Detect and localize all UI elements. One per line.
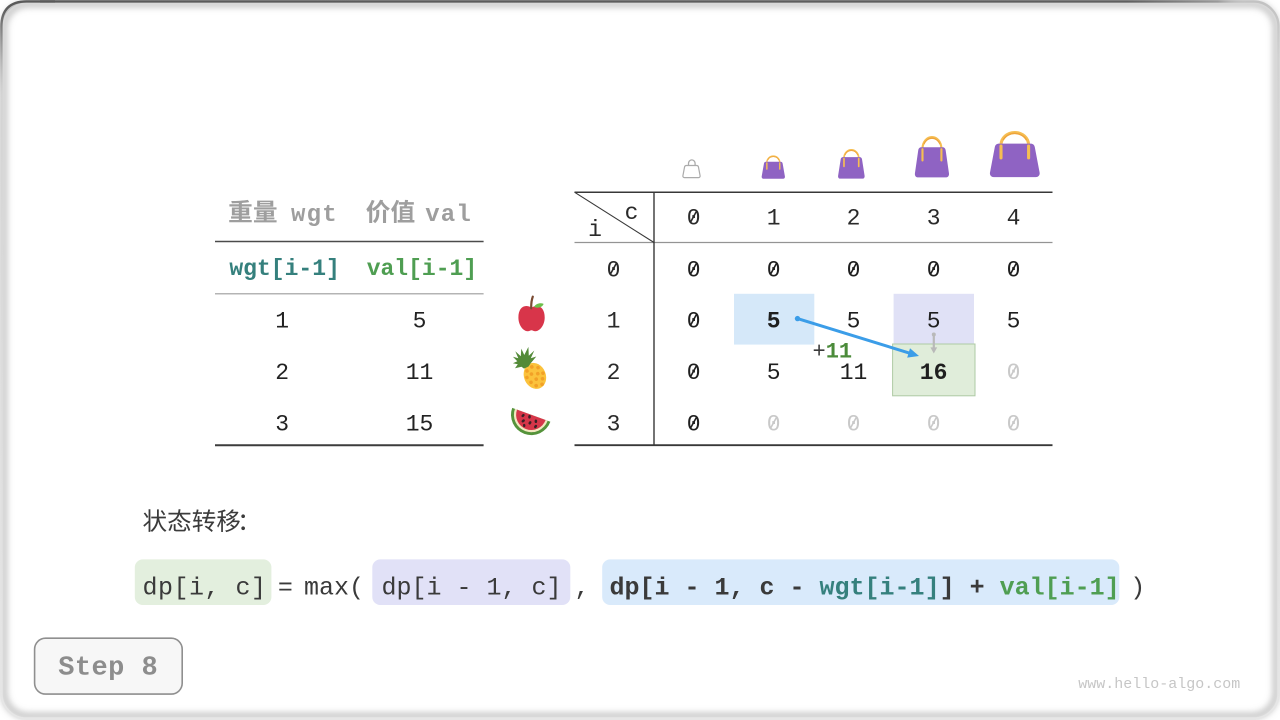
svg-text:2: 2 [607, 360, 621, 386]
svg-text:val[i-1]: val[i-1] [367, 256, 477, 282]
svg-text:2: 2 [847, 206, 861, 232]
svg-text:4: 4 [1007, 206, 1021, 232]
svg-text:3: 3 [927, 206, 941, 232]
svg-text:1: 1 [275, 309, 289, 335]
svg-text:5: 5 [413, 309, 427, 335]
svg-text:0: 0 [687, 206, 701, 232]
svg-text:0: 0 [687, 309, 701, 335]
svg-text:0: 0 [1007, 257, 1021, 283]
svg-text:dp[i - 1, c - wgt[i-1]] + val[: dp[i - 1, c - wgt[i-1]] + val[i-1] [610, 574, 1120, 603]
svg-text:wgt[i-1]: wgt[i-1] [229, 256, 339, 282]
svg-text:15: 15 [406, 411, 434, 437]
svg-text:www.hello-algo.com: www.hello-algo.com [1078, 676, 1240, 693]
svg-text:16: 16 [920, 360, 948, 386]
svg-text:Step 8: Step 8 [58, 653, 158, 683]
svg-text:5: 5 [767, 309, 781, 335]
svg-text:dp[i, c]: dp[i, c] [143, 574, 267, 603]
svg-text:5: 5 [1007, 309, 1021, 335]
svg-text:5: 5 [927, 309, 941, 335]
svg-text:5: 5 [847, 309, 861, 335]
svg-text:max(: max( [304, 574, 364, 603]
svg-text:0: 0 [847, 257, 861, 283]
svg-text:0: 0 [847, 411, 861, 437]
svg-text:0: 0 [607, 257, 621, 283]
svg-text:11: 11 [840, 360, 868, 386]
svg-text:+11: +11 [813, 340, 853, 365]
svg-text:3: 3 [275, 411, 289, 437]
svg-text:val: val [425, 202, 472, 229]
svg-text:0: 0 [687, 411, 701, 437]
svg-text:,: , [574, 574, 589, 603]
svg-text:0: 0 [927, 257, 941, 283]
svg-text:2: 2 [275, 360, 289, 386]
svg-text:=: = [278, 574, 293, 603]
svg-text:5: 5 [767, 360, 781, 386]
svg-text:): ) [1130, 574, 1145, 603]
svg-text:11: 11 [406, 360, 434, 386]
svg-text:0: 0 [767, 411, 781, 437]
svg-text:c: c [625, 200, 639, 226]
svg-text:0: 0 [927, 411, 941, 437]
svg-text:0: 0 [1007, 360, 1021, 386]
svg-text:0: 0 [687, 360, 701, 386]
svg-text:1: 1 [607, 309, 621, 335]
svg-text:0: 0 [767, 257, 781, 283]
svg-text:0: 0 [687, 257, 701, 283]
svg-text:0: 0 [1007, 411, 1021, 437]
svg-text:dp[i - 1, c]: dp[i - 1, c] [382, 574, 562, 603]
svg-text:i: i [588, 217, 602, 243]
svg-text:1: 1 [767, 206, 781, 232]
svg-text:3: 3 [607, 411, 621, 437]
svg-text:wgt: wgt [291, 202, 338, 229]
